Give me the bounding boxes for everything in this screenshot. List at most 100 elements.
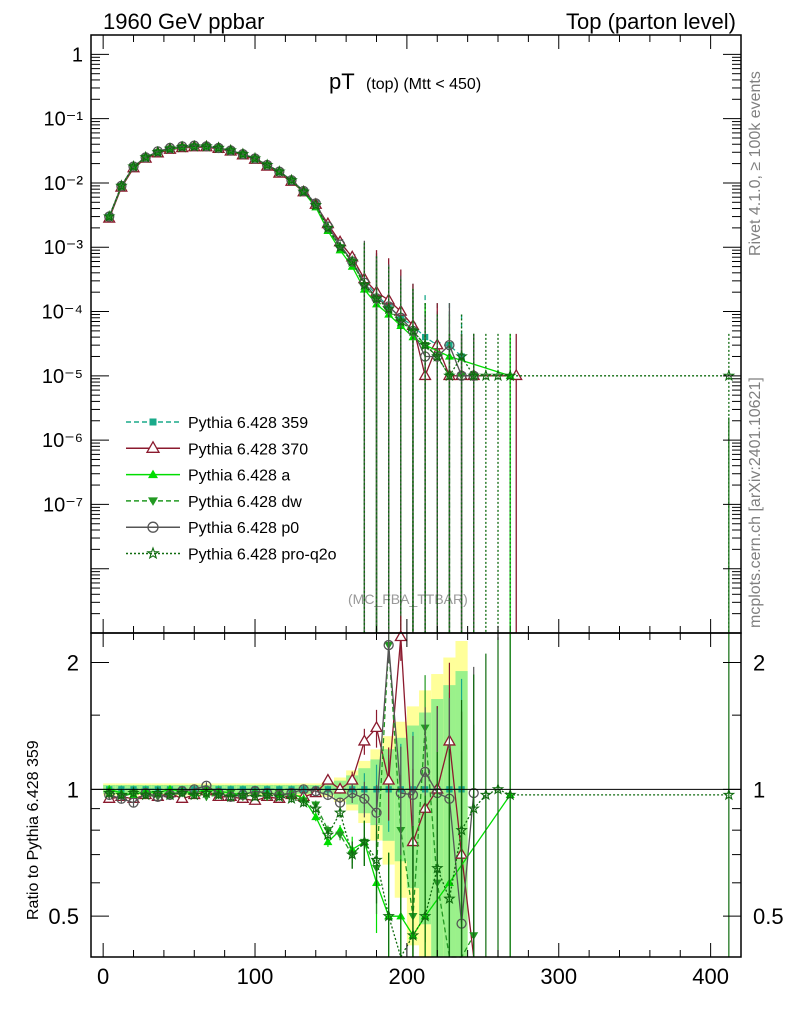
data-point	[394, 314, 408, 327]
y-tick-label: 10⁻³	[44, 237, 84, 259]
side-text-top: Rivet 4.1.0, ≥ 100k events	[747, 71, 764, 256]
data-point	[260, 788, 274, 801]
data-point	[148, 497, 158, 506]
data-point	[418, 909, 432, 922]
data-point	[212, 788, 225, 801]
data-point	[443, 892, 456, 904]
ratio-y-tick-label-right: 2	[753, 651, 765, 676]
data-point	[212, 141, 225, 154]
main-series-layer	[102, 139, 736, 633]
data-point	[224, 790, 237, 803]
data-point	[128, 797, 139, 808]
data-point	[115, 788, 128, 801]
data-point	[369, 720, 384, 733]
data-point	[200, 139, 213, 152]
data-point	[443, 369, 456, 382]
data-point	[139, 150, 152, 163]
data-point	[479, 369, 493, 382]
data-point	[310, 786, 321, 797]
data-point	[163, 788, 177, 801]
data-point	[383, 639, 394, 651]
data-point	[503, 369, 517, 382]
data-point	[382, 909, 395, 922]
ratio-y-tick-label-right: 0.5	[753, 904, 784, 929]
data-point	[431, 349, 444, 362]
data-point	[418, 338, 432, 351]
data-point	[323, 837, 333, 846]
data-point	[285, 173, 298, 186]
data-point	[345, 848, 359, 860]
data-point	[467, 369, 480, 382]
legend-label: Pythia 6.428 dw	[188, 494, 302, 511]
data-point	[188, 139, 201, 152]
data-point	[273, 165, 286, 177]
data-point	[297, 796, 310, 808]
data-point	[722, 788, 736, 801]
data-point	[503, 788, 517, 801]
ratio-y-tick-label-right: 1	[753, 777, 765, 802]
legend-entry: Pythia 6.428 p0	[126, 520, 299, 537]
data-point	[309, 802, 323, 814]
y-tick-label: 10⁻⁴	[42, 302, 83, 324]
data-point	[224, 143, 237, 156]
ratio-y-tick-label: 1	[67, 777, 79, 802]
data-point	[322, 789, 334, 801]
series-5	[102, 139, 736, 633]
data-point	[335, 831, 345, 840]
data-point	[147, 521, 159, 533]
legend-label: Pythia 6.428 pro-q2o	[188, 547, 337, 564]
data-point	[370, 853, 383, 866]
data-point	[722, 369, 736, 382]
data-point	[285, 792, 298, 805]
data-point	[297, 185, 310, 197]
data-point	[394, 629, 408, 642]
data-point	[333, 806, 347, 818]
legend-entry: Pythia 6.428 370	[126, 440, 308, 458]
plot-title-main: pT	[329, 69, 355, 94]
legend-entry: Pythia 6.428 359	[126, 415, 308, 432]
legend-label: Pythia 6.428 p0	[188, 520, 299, 537]
data-point	[311, 812, 321, 821]
header-right: Top (parton level)	[566, 9, 736, 34]
data-point	[357, 734, 371, 746]
header-left: 1960 GeV ppbar	[103, 9, 264, 34]
side-text-bottom: mcplots.cern.ch [arXiv:2401.10621]	[747, 377, 764, 628]
ratio-y-tick-label: 2	[67, 651, 79, 676]
data-point	[102, 786, 116, 799]
legend-entry: Pythia 6.428 pro-q2o	[126, 546, 337, 564]
legend-entry: Pythia 6.428 dw	[126, 494, 302, 511]
data-point	[382, 302, 395, 315]
x-tick-label: 400	[692, 964, 729, 989]
data-point	[175, 140, 189, 153]
ratio-series-layer	[102, 417, 736, 959]
data-point	[200, 786, 213, 799]
data-point	[321, 828, 335, 841]
data-point	[273, 790, 286, 803]
data-point	[248, 151, 262, 164]
x-tick-label: 0	[97, 964, 109, 989]
data-point	[145, 440, 161, 453]
data-point	[479, 788, 493, 801]
legend: Pythia 6.428 359 Pythia 6.428 370 Pythia 6…	[126, 415, 337, 564]
data-point	[163, 142, 177, 155]
data-point	[175, 786, 189, 799]
data-point	[146, 546, 160, 560]
data-point	[347, 787, 358, 799]
data-point	[102, 209, 116, 222]
ratio-line	[109, 788, 729, 959]
y-tick-label: 1	[72, 44, 83, 66]
data-point	[358, 278, 371, 291]
data-point	[149, 418, 157, 426]
data-point	[371, 807, 382, 818]
data-point	[395, 787, 406, 799]
data-point	[406, 324, 420, 337]
data-point	[359, 793, 370, 804]
data-point	[139, 788, 152, 801]
y-tick-label: 10⁻¹	[44, 109, 84, 131]
data-point	[127, 159, 140, 172]
data-point	[236, 147, 250, 160]
ratio-ylabel: Ratio to Pythia 6.428 359	[25, 740, 42, 920]
data-point	[175, 791, 189, 803]
data-point	[419, 766, 431, 778]
